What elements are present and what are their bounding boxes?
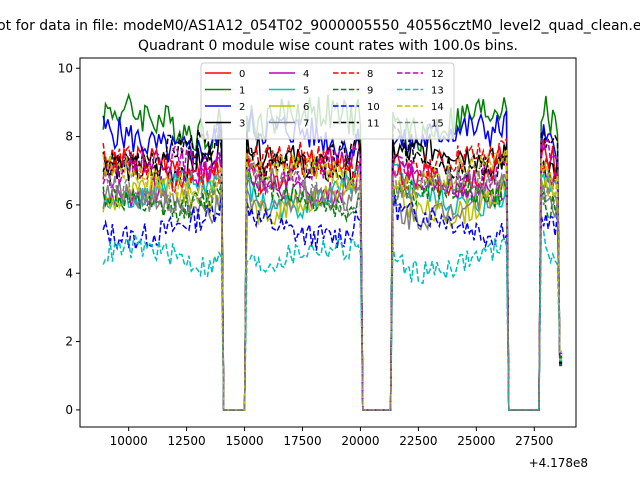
legend-label-4: 4: [303, 69, 309, 80]
chart-title: Quadrant 0 module wise count rates with …: [138, 38, 518, 54]
series-line-13: [102, 230, 563, 411]
x-tick-label: 17500: [283, 434, 321, 448]
figure-suptitle: Plot for data in file: modeM0/AS1A12_054…: [0, 18, 640, 34]
x-tick-label: 20000: [341, 434, 379, 448]
y-tick-label: 4: [65, 266, 73, 280]
legend-label-15: 15: [431, 119, 444, 130]
legend-label-2: 2: [239, 102, 245, 113]
x-tick-label: 25000: [457, 434, 495, 448]
x-tick-label: 15000: [225, 434, 263, 448]
legend-label-8: 8: [367, 69, 373, 80]
legend-label-3: 3: [239, 119, 245, 130]
y-tick-label: 10: [58, 61, 73, 75]
series-line-8: [102, 138, 563, 411]
series-line-14: [102, 146, 563, 411]
series-line-15: [102, 162, 563, 411]
series-line-10: [102, 194, 563, 411]
x-tick-label: 27500: [515, 434, 553, 448]
series-line-11: [102, 120, 563, 411]
series-line-4: [102, 156, 563, 411]
series-line-9: [102, 171, 563, 411]
axis-ticks: 10000 12500 15000 17500 20000 22500 25000 27500…: [58, 61, 554, 448]
legend-label-14: 14: [431, 102, 444, 113]
x-tick-label: 12500: [168, 434, 206, 448]
legend-label-9: 9: [367, 86, 373, 97]
y-tick-label: 2: [65, 335, 73, 349]
x-tick-label: 10000: [110, 434, 148, 448]
legend-label-12: 12: [431, 69, 444, 80]
y-tick-label: 8: [65, 130, 73, 144]
plot-area-frame: [79, 57, 577, 428]
legend-label-6: 6: [303, 102, 309, 113]
x-axis-offset-label: +4.178e8: [529, 456, 588, 470]
legend-label-11: 11: [367, 119, 380, 130]
legend-label-0: 0: [239, 69, 245, 80]
legend-label-5: 5: [303, 86, 309, 97]
y-tick-label: 0: [65, 403, 73, 417]
y-tick-label: 6: [65, 198, 73, 212]
series-line-12: [102, 139, 563, 411]
legend-label-7: 7: [303, 119, 309, 130]
legend-frame: [200, 62, 455, 140]
legend-label-13: 13: [431, 86, 444, 97]
x-tick-label: 22500: [399, 434, 437, 448]
legend-label-10: 10: [367, 102, 380, 113]
legend-label-1: 1: [239, 86, 245, 97]
